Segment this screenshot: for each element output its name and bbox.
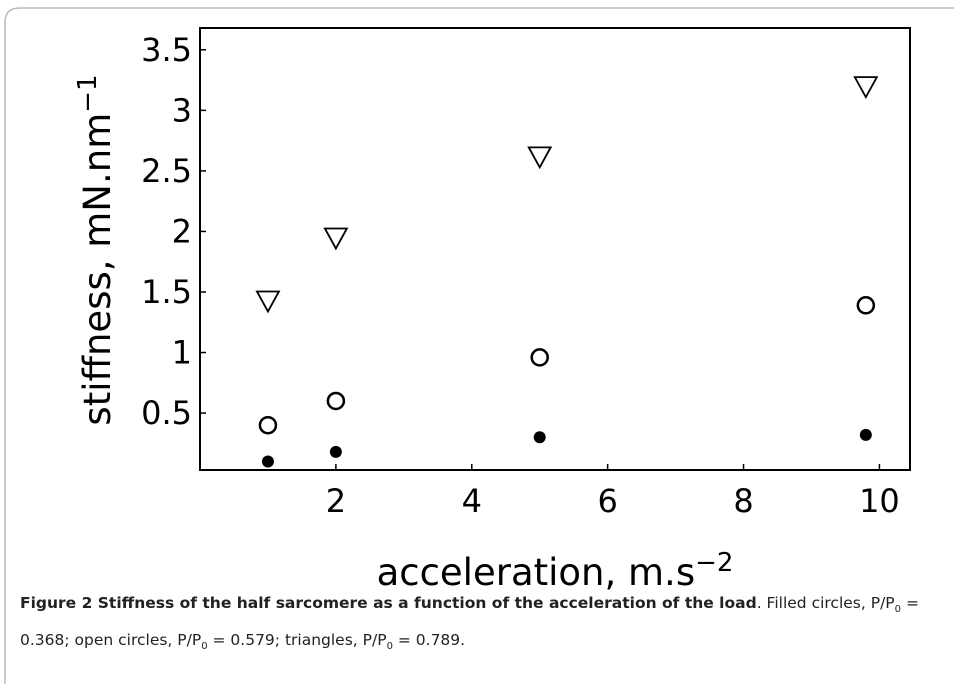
y-tick-label: 2 <box>172 212 192 250</box>
point <box>853 76 879 99</box>
x-axis-label-text: acceleration, m.s <box>377 551 696 594</box>
x-axis-label-sup: −2 <box>695 548 733 578</box>
point <box>329 445 342 458</box>
point <box>530 348 549 367</box>
y-axis-label-text: stiffness, mN.nm <box>76 113 119 426</box>
y-axis-label-sup: −1 <box>73 74 103 112</box>
y-tick-label: 2.5 <box>141 152 192 190</box>
point <box>527 146 553 170</box>
point <box>856 296 876 315</box>
point <box>326 391 346 411</box>
caption: Figure 2 Stiffness of the half sarcomere… <box>20 588 935 662</box>
point <box>258 415 278 435</box>
point <box>261 455 274 468</box>
y-tick-label: 3 <box>172 91 192 129</box>
y-axis-label: stiffness, mN.nm−1 <box>73 74 119 425</box>
point <box>255 290 281 314</box>
y-tick-label: 1.5 <box>141 273 192 311</box>
x-tick-label: 8 <box>733 482 753 520</box>
x-tick-label: 2 <box>326 482 346 520</box>
caption-text: = 0.579; triangles, P/P <box>207 631 387 650</box>
caption-title: Figure 2 Stiffness of the half sarcomere… <box>20 594 757 612</box>
caption-sub: 0 <box>894 604 902 616</box>
plot-frame <box>199 27 911 471</box>
caption-sub: 0 <box>201 641 208 653</box>
x-tick-label: 6 <box>597 482 617 520</box>
figure-border <box>4 7 954 684</box>
caption-text: = 0.789. <box>392 631 466 650</box>
caption-text: . Filled circles, P/P <box>756 594 895 612</box>
caption-text: = 0.368; open circles, P/P <box>20 594 919 650</box>
x-axis-label: acceleration, m.s−2 <box>377 548 734 594</box>
point <box>323 227 349 251</box>
x-tick-label: 10 <box>859 482 900 520</box>
x-tick-label: 4 <box>462 482 482 520</box>
y-tick-label: 1 <box>172 334 192 372</box>
point <box>533 431 546 444</box>
y-tick-label: 0.5 <box>141 394 192 432</box>
y-tick-label: 3.5 <box>141 31 192 69</box>
caption-sub: 0 <box>386 641 393 653</box>
point <box>859 428 872 441</box>
